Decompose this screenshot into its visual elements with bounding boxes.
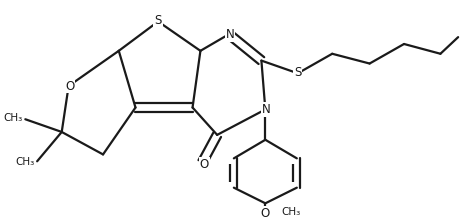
Text: CH₃: CH₃ bbox=[3, 113, 22, 123]
Text: CH₃: CH₃ bbox=[15, 157, 34, 167]
Text: CH₃: CH₃ bbox=[281, 207, 300, 217]
Text: N: N bbox=[262, 103, 271, 116]
Text: O: O bbox=[260, 207, 270, 220]
Text: S: S bbox=[154, 14, 162, 27]
Text: N: N bbox=[226, 28, 234, 41]
Text: O: O bbox=[200, 158, 209, 171]
Text: S: S bbox=[294, 66, 302, 79]
Text: O: O bbox=[65, 79, 74, 93]
